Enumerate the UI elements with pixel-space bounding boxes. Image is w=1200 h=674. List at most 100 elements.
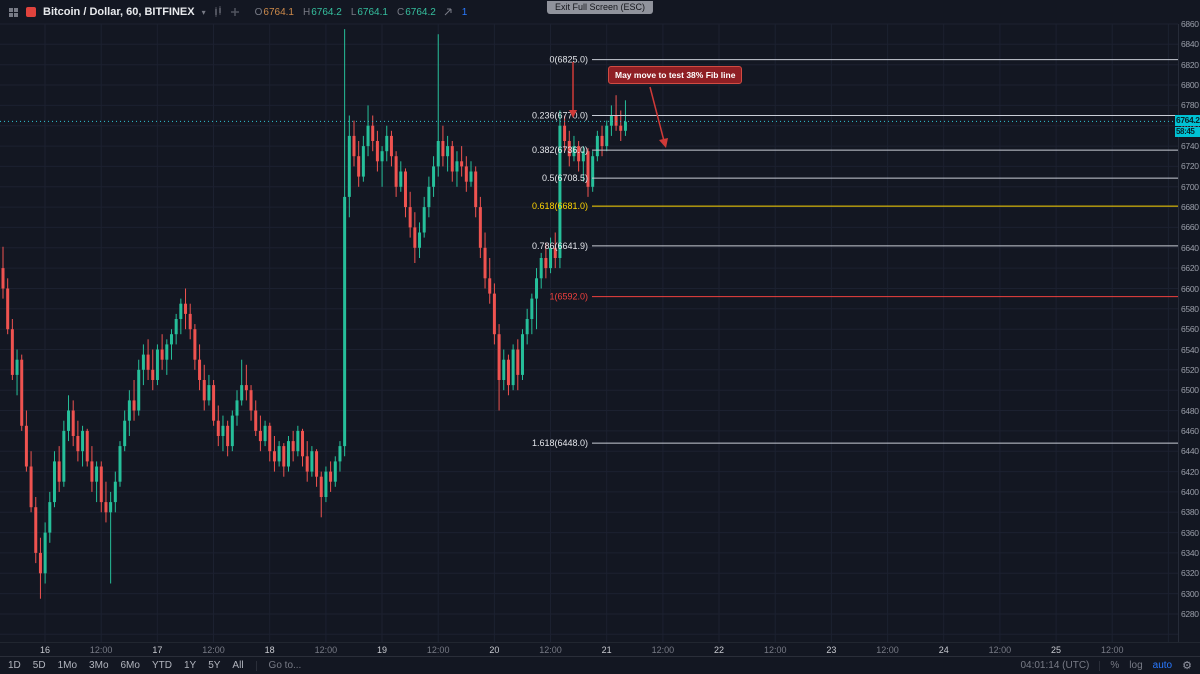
candlesticks xyxy=(1,29,627,599)
svg-text:0.236(6770.0): 0.236(6770.0) xyxy=(532,111,588,121)
svg-text:1.618(6448.0): 1.618(6448.0) xyxy=(532,438,588,448)
low-label: L xyxy=(350,6,357,18)
price-label: 6700 xyxy=(1181,181,1199,192)
svg-text:1(6592.0): 1(6592.0) xyxy=(549,292,588,302)
indicator-count-badge[interactable]: 1 xyxy=(461,6,468,18)
range-button-all[interactable]: All xyxy=(232,660,244,671)
range-button-1y[interactable]: 1Y xyxy=(183,660,197,671)
range-button-1mo[interactable]: 1Mo xyxy=(57,660,78,671)
ohlc-readout: O 6764.1 H 6764.2 L 6764.1 C 6764.2 xyxy=(255,7,436,18)
compare-icon[interactable] xyxy=(230,7,240,17)
time-label-hour: 12:00 xyxy=(1100,645,1124,655)
grid-layout-icon[interactable] xyxy=(8,7,19,18)
range-button-6mo[interactable]: 6Mo xyxy=(120,660,140,671)
gear-icon[interactable]: ⚙ xyxy=(1182,660,1192,672)
time-label-hour: 12:00 xyxy=(89,645,113,655)
chart-canvas[interactable]: 0(6825.0) 0.236(6770.0) 0.382(6736.0) 0.5(6… xyxy=(0,0,1178,656)
price-label: 6860 xyxy=(1181,19,1199,29)
price-label: 6780 xyxy=(1181,100,1199,111)
range-button-3mo[interactable]: 3Mo xyxy=(89,660,109,671)
time-label-day: 21 xyxy=(601,645,612,655)
symbol-title[interactable]: Bitcoin / Dollar, 60, BITFINEX xyxy=(43,6,195,18)
price-label: 6600 xyxy=(1181,283,1199,294)
indicator-arrow-icon[interactable] xyxy=(443,7,453,17)
time-label-day: 25 xyxy=(1051,645,1062,655)
log-scale-button[interactable]: log xyxy=(1129,660,1143,671)
price-label: 6340 xyxy=(1181,547,1199,558)
close-value: 6764.2 xyxy=(405,6,436,18)
price-label: 6520 xyxy=(1181,364,1199,375)
price-label: 6840 xyxy=(1181,39,1199,50)
top-toolbar: Bitcoin / Dollar, 60, BITFINEX ▾ O 6764.1… xyxy=(0,0,1174,24)
time-label-day: 19 xyxy=(377,645,388,655)
svg-text:0(6825.0): 0(6825.0) xyxy=(549,55,588,65)
arrow-drawing[interactable] xyxy=(569,62,668,148)
price-label: 6820 xyxy=(1181,59,1199,70)
time-label-hour: 12:00 xyxy=(539,645,562,655)
svg-text:0.382(6736.0): 0.382(6736.0) xyxy=(532,145,588,155)
time-label-hour: 12:00 xyxy=(763,645,787,655)
time-label-hour: 12:00 xyxy=(651,645,675,655)
open-value: 6764.1 xyxy=(263,6,294,18)
exit-fullscreen-button[interactable]: Exit Full Screen (ESC) xyxy=(546,1,654,14)
fib-retracement[interactable]: 0(6825.0) 0.236(6770.0) 0.382(6736.0) 0.5(6… xyxy=(532,55,1178,449)
auto-scale-button[interactable]: auto xyxy=(1152,660,1173,671)
svg-text:0.786(6641.9): 0.786(6641.9) xyxy=(532,241,588,251)
time-label-day: 18 xyxy=(264,645,275,655)
price-label: 6660 xyxy=(1181,222,1199,233)
time-label-day: 17 xyxy=(152,645,163,655)
price-label: 6640 xyxy=(1181,242,1199,253)
price-label: 6420 xyxy=(1181,466,1199,477)
clock-utc[interactable]: 04:01:14 (UTC) xyxy=(1020,660,1090,671)
svg-text:0.618(6681.0): 0.618(6681.0) xyxy=(532,201,588,211)
last-price-tag: 6764.2 xyxy=(1175,115,1200,127)
time-label-hour: 12:00 xyxy=(988,645,1012,655)
symbol-logo-icon xyxy=(26,7,36,17)
time-label-day: 23 xyxy=(826,645,837,655)
time-label-day: 22 xyxy=(714,645,725,655)
svg-text:0.5(6708.5): 0.5(6708.5) xyxy=(542,173,588,183)
price-label: 6580 xyxy=(1181,303,1199,314)
time-label-day: 20 xyxy=(489,645,500,655)
price-label: 6440 xyxy=(1181,446,1199,457)
close-label: C xyxy=(396,6,405,18)
price-label: 6620 xyxy=(1181,263,1199,274)
price-label: 6500 xyxy=(1181,385,1199,396)
price-label: 6800 xyxy=(1181,80,1199,90)
price-label: 6320 xyxy=(1181,568,1199,579)
toolbar-divider xyxy=(255,660,257,671)
callout-note[interactable]: May move to test 38% Fib line xyxy=(608,66,743,84)
price-label: 6680 xyxy=(1181,202,1199,213)
range-button-5y[interactable]: 5Y xyxy=(208,660,221,671)
time-label-day: 24 xyxy=(938,645,949,655)
price-label: 6360 xyxy=(1181,527,1199,538)
chevron-down-icon[interactable]: ▾ xyxy=(201,7,206,17)
time-scale[interactable]: 16 12:00 17 12:00 18 12:00 19 12:00 20 12:00 21 12:… xyxy=(0,642,1200,657)
price-axis-border xyxy=(1178,24,1179,642)
toolbar-divider xyxy=(1099,660,1101,671)
candle-style-icon[interactable] xyxy=(213,6,223,18)
go-to-button[interactable]: Go to... xyxy=(268,660,302,671)
price-label: 6280 xyxy=(1181,609,1199,619)
price-label: 6400 xyxy=(1181,486,1199,497)
price-label: 6540 xyxy=(1181,344,1199,355)
range-button-5d[interactable]: 5D xyxy=(32,660,46,671)
price-label: 6460 xyxy=(1181,425,1199,436)
price-label: 6560 xyxy=(1181,324,1199,335)
price-scale[interactable]: 6860684068206800678067606740672067006680… xyxy=(1179,0,1200,642)
time-label-day: 16 xyxy=(39,645,50,655)
price-label: 6300 xyxy=(1181,588,1199,599)
low-value: 6764.1 xyxy=(357,6,388,18)
range-button-1d[interactable]: 1D xyxy=(8,660,21,671)
range-button-ytd[interactable]: YTD xyxy=(151,660,172,671)
price-label: 6720 xyxy=(1181,161,1199,172)
price-label: 6480 xyxy=(1181,405,1199,416)
high-value: 6764.2 xyxy=(311,6,342,18)
bar-countdown-tag: 58:45 xyxy=(1175,127,1200,138)
time-label-hour: 12:00 xyxy=(426,645,450,655)
price-label: 6740 xyxy=(1181,141,1199,152)
time-label-hour: 12:00 xyxy=(202,645,225,655)
time-label-hour: 12:00 xyxy=(876,645,899,655)
high-label: H xyxy=(302,6,311,18)
percent-scale-button[interactable]: % xyxy=(1110,660,1120,671)
